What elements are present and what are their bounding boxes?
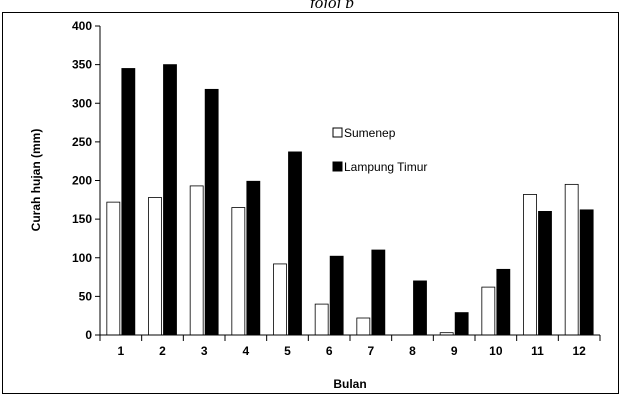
legend-swatch-lampung-timur [332, 161, 343, 172]
y-tick-label: 0 [85, 328, 92, 342]
x-tick-label: 10 [489, 344, 503, 358]
y-tick-label: 400 [72, 19, 92, 33]
x-tick-label: 2 [159, 344, 166, 358]
bar-lampung-timur-5 [288, 151, 302, 336]
x-tick-label: 8 [409, 344, 416, 358]
bar-lampung-timur-8 [413, 280, 427, 336]
bar-lampung-timur-12 [579, 209, 594, 336]
y-tick-label: 100 [72, 251, 92, 265]
x-tick-label: 11 [531, 344, 544, 358]
bar-sumenep-1 [106, 201, 121, 336]
legend-label-lampung-timur: Lampung Timur [344, 160, 427, 174]
x-tick-label: 12 [572, 344, 586, 358]
x-tick-label: 4 [242, 344, 249, 358]
x-tick-label: 3 [201, 344, 208, 358]
y-tick-label: 250 [72, 135, 92, 149]
y-axis-ticks: 0 50 100 150 200 250 300 350 400 [72, 19, 100, 342]
x-tick-label: 9 [451, 344, 458, 358]
y-tick-label: 350 [72, 58, 92, 72]
x-tick-label: 5 [284, 344, 291, 358]
legend-swatch-sumenep [332, 127, 343, 138]
x-axis-label: Bulan [333, 377, 366, 391]
bar-sumenep-6 [314, 303, 329, 336]
bars [106, 64, 594, 336]
legend-label-sumenep: Sumenep [344, 126, 396, 140]
x-tick-label: 1 [117, 344, 124, 358]
bar-sumenep-5 [273, 263, 287, 336]
y-tick-label: 300 [72, 96, 92, 110]
bar-sumenep-10 [481, 286, 496, 336]
y-axis-label: Curah hujan (mm) [29, 129, 43, 232]
bar-sumenep-11 [523, 194, 537, 336]
bar-lampung-timur-10 [496, 268, 511, 336]
legend: Sumenep Lampung Timur [332, 126, 427, 174]
bar-sumenep-12 [564, 183, 579, 336]
bar-lampung-timur-7 [371, 249, 386, 336]
bar-sumenep-4 [231, 207, 246, 336]
bar-sumenep-2 [148, 197, 162, 336]
page-header-fragment: fojoj p [310, 0, 621, 8]
bar-lampung-timur-6 [329, 255, 344, 336]
bar-lampung-timur-1 [121, 68, 136, 336]
y-tick-label: 50 [79, 289, 93, 303]
bar-sumenep-3 [189, 185, 204, 336]
x-tick-label: 7 [367, 344, 374, 358]
x-tick-label: 6 [326, 344, 333, 358]
bar-lampung-timur-4 [246, 180, 261, 336]
y-tick-label: 200 [72, 174, 92, 188]
bar-lampung-timur-11 [538, 210, 552, 336]
bar-lampung-timur-9 [454, 312, 469, 336]
x-axis-ticks: 1 2 3 4 5 6 7 8 9 10 11 12 [99, 335, 601, 358]
bar-lampung-timur-2 [163, 64, 177, 336]
bar-sumenep-7 [356, 317, 371, 336]
y-tick-label: 150 [72, 212, 92, 226]
bar-lampung-timur-3 [204, 88, 219, 336]
